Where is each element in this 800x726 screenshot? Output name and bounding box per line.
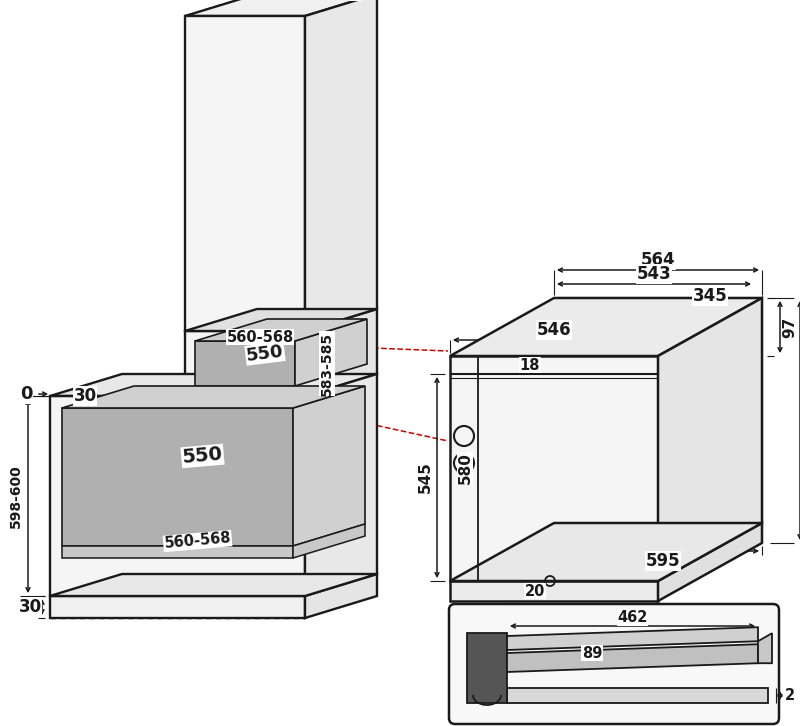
Text: 545: 545 xyxy=(418,462,433,494)
Polygon shape xyxy=(467,633,507,703)
Polygon shape xyxy=(295,319,367,386)
Text: 564: 564 xyxy=(641,251,675,269)
Text: 0: 0 xyxy=(20,385,32,403)
Text: 560-568: 560-568 xyxy=(226,330,294,345)
Polygon shape xyxy=(185,16,305,331)
Polygon shape xyxy=(658,298,762,581)
Polygon shape xyxy=(293,386,365,546)
Text: 20: 20 xyxy=(525,584,545,598)
Polygon shape xyxy=(50,374,377,396)
Polygon shape xyxy=(450,356,658,581)
Text: 30: 30 xyxy=(18,598,42,616)
FancyBboxPatch shape xyxy=(449,604,779,724)
Polygon shape xyxy=(758,633,772,664)
Text: 580: 580 xyxy=(458,452,473,484)
Text: 583-585: 583-585 xyxy=(320,332,334,396)
Text: 595: 595 xyxy=(646,552,680,570)
Polygon shape xyxy=(185,331,305,396)
Text: 598-600: 598-600 xyxy=(9,464,23,528)
Polygon shape xyxy=(507,644,758,672)
Text: 345: 345 xyxy=(693,287,727,305)
Text: 550: 550 xyxy=(246,342,285,364)
Text: 560-568: 560-568 xyxy=(163,531,232,552)
Polygon shape xyxy=(658,523,762,601)
Text: 18: 18 xyxy=(520,357,540,372)
Polygon shape xyxy=(305,0,377,331)
Polygon shape xyxy=(450,581,658,601)
Polygon shape xyxy=(305,374,377,596)
Text: 2: 2 xyxy=(785,688,795,703)
Polygon shape xyxy=(62,386,365,408)
Text: 30: 30 xyxy=(74,387,97,405)
Polygon shape xyxy=(62,408,293,546)
Text: 550: 550 xyxy=(182,445,223,468)
Polygon shape xyxy=(62,546,293,558)
Text: 543: 543 xyxy=(637,265,671,283)
Polygon shape xyxy=(507,688,768,703)
Polygon shape xyxy=(554,298,762,523)
Polygon shape xyxy=(50,396,305,596)
Polygon shape xyxy=(50,596,305,618)
Polygon shape xyxy=(195,319,367,341)
Polygon shape xyxy=(185,309,377,331)
Text: 546: 546 xyxy=(537,321,571,339)
Polygon shape xyxy=(305,309,377,396)
Polygon shape xyxy=(185,0,377,16)
Polygon shape xyxy=(305,574,377,618)
Polygon shape xyxy=(195,341,295,386)
Text: 462: 462 xyxy=(618,611,648,626)
Polygon shape xyxy=(293,524,365,558)
Text: 97: 97 xyxy=(782,317,798,338)
Polygon shape xyxy=(450,298,762,356)
Polygon shape xyxy=(50,574,377,596)
Polygon shape xyxy=(450,523,762,581)
Text: 89: 89 xyxy=(582,645,602,661)
Polygon shape xyxy=(507,627,758,650)
